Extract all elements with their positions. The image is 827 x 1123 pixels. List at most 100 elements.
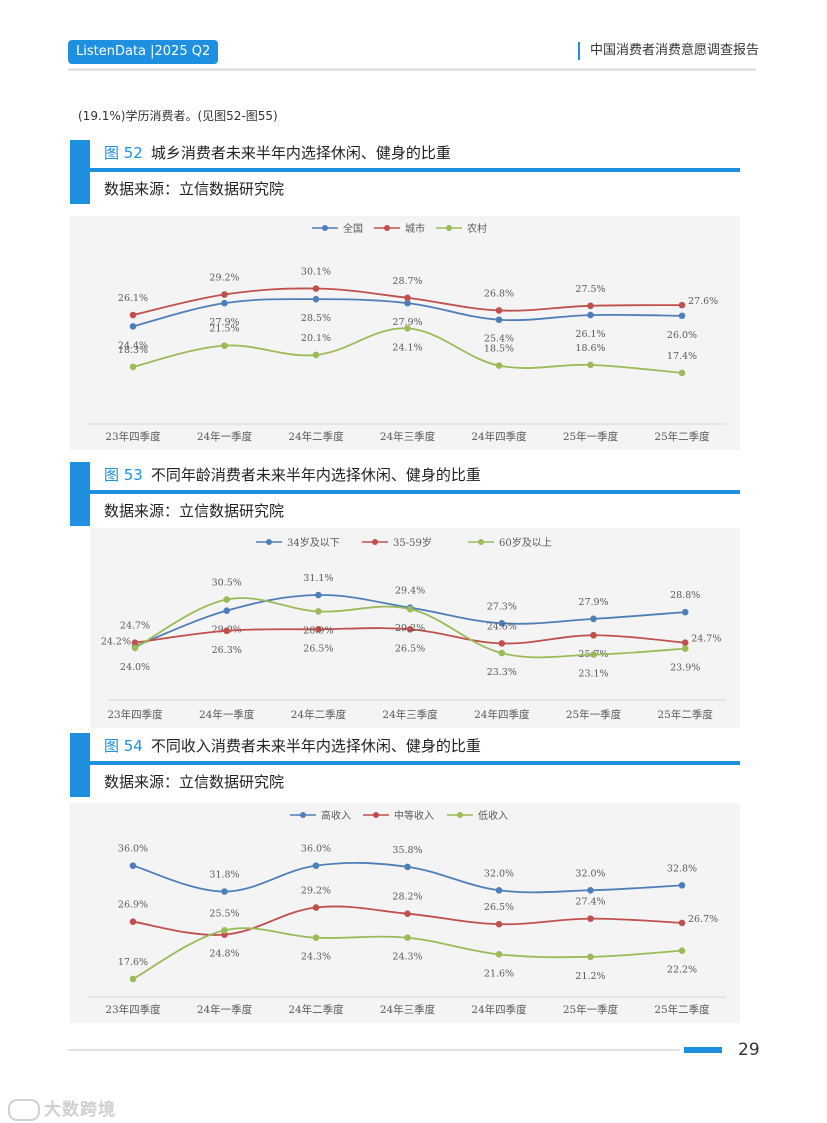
data-point (404, 910, 411, 917)
x-tick-label: 25年一季度 (566, 708, 622, 721)
data-label: 24.3% (301, 952, 331, 963)
x-axis-ticks: 23年四季度 24年一季度 24年二季度 24年三季度 24年四季度 25年一季度 25年二… (107, 708, 713, 721)
data-point (404, 294, 411, 302)
x-tick-label: 25年二季度 (654, 430, 710, 443)
footer-divider (68, 1049, 680, 1051)
x-tick-label: 25年二季度 (654, 1003, 710, 1016)
legend-marker (373, 812, 379, 818)
data-point (406, 605, 414, 613)
legend-item-1: 高收入 (290, 809, 351, 822)
data-label: 21.6% (484, 968, 514, 979)
x-tick-label: 23年四季度 (105, 430, 161, 443)
data-label: 24.7% (120, 621, 150, 632)
brand-badge: ListenData |2025 Q2 (68, 40, 219, 64)
data-label: 17.4% (667, 351, 697, 362)
legend-item-3: 农村 (436, 222, 487, 235)
data-label: 27.9% (578, 597, 608, 608)
data-point (681, 639, 689, 646)
data-point (129, 311, 137, 319)
x-axis-ticks: 23年四季度 24年一季度 24年二季度 24年三季度 24年四季度 25年一季度 25年二… (105, 430, 710, 443)
data-label: 30.1% (301, 267, 331, 278)
data-point (221, 291, 228, 298)
data-point (590, 651, 597, 658)
data-point (404, 299, 411, 307)
data-point (495, 362, 503, 369)
legend-marker (446, 225, 452, 231)
x-tick-label: 24年二季度 (291, 708, 347, 721)
series-3: 18.3% 21.5% 20.1% 24.1% 18.5% 18.6% 17.4% (118, 324, 697, 377)
data-label: 24.2% (101, 636, 131, 647)
data-point (221, 342, 228, 349)
data-point (495, 316, 503, 324)
legend-label: 中等收入 (394, 809, 434, 822)
figure-number: 图 52 (104, 144, 143, 162)
series-2: 26.9% 24.8% 29.2% 28.2% 26.5% 27.4% 26.7% (118, 886, 718, 960)
data-label: 26.5% (395, 643, 425, 654)
data-label: 27.4% (575, 897, 605, 908)
chart-54-svg: 高收入 中等收入 低收入 23年四季度 24年一季度 24年二季度 24年三季度 24年四季度… (88, 809, 726, 1016)
header-divider (68, 68, 756, 71)
chart-legend: 高收入 中等收入 低收入 (290, 809, 508, 822)
legend-label: 城市 (405, 222, 425, 235)
report-title: 中国消费者消费意愿调查报告 (577, 42, 759, 60)
data-point (404, 934, 411, 942)
data-point (129, 862, 137, 869)
legend-marker (478, 539, 484, 545)
data-label: 26.5% (303, 643, 333, 654)
x-tick-label: 25年一季度 (563, 430, 619, 443)
data-label: 21.5% (209, 324, 239, 335)
data-point (587, 361, 594, 369)
data-point (312, 285, 320, 292)
figure-number: 图 54 (104, 737, 143, 755)
data-label: 24.0% (120, 662, 150, 673)
data-point (678, 947, 686, 954)
data-label: 23.9% (670, 663, 700, 674)
data-label: 25.4% (484, 334, 514, 345)
series-2: 24.7%26.3%26.5%26.5%24.6%25.7%24.7% (120, 621, 721, 661)
x-tick-label: 24年四季度 (471, 1003, 527, 1016)
legend-marker (384, 225, 390, 231)
figure-source: 数据来源：立信数据研究院 (104, 180, 285, 198)
data-label: 26.7% (688, 914, 718, 925)
data-point (587, 953, 594, 961)
legend-label: 60岁及以上 (499, 536, 552, 549)
data-point (495, 886, 503, 894)
data-label: 27.9% (209, 317, 239, 328)
figure-rule (90, 490, 740, 494)
x-tick-label: 24年二季度 (288, 1003, 344, 1016)
series-3: 24.0% 30.5% 28.9% 29.2% 23.3% 23.1% 23.9% (120, 578, 700, 680)
intro-text: (19.1%)学历消费者。(见图52-图55) (78, 109, 278, 123)
data-label: 26.8% (484, 288, 514, 299)
data-point (129, 975, 137, 983)
legend-marker (300, 812, 306, 818)
x-tick-label: 24年三季度 (382, 708, 438, 721)
figure-accent-bar (70, 462, 90, 526)
chart-52: 全国 城市 农村 23年四季度 24年一季度 24年二季度 24年三季度 24年四季度 25年一… (70, 216, 740, 450)
data-point (129, 363, 137, 371)
data-label: 28.8% (670, 590, 700, 601)
x-tick-label: 23年四季度 (105, 1003, 161, 1016)
data-label: 28.2% (392, 892, 422, 903)
data-point (678, 301, 686, 309)
data-point (678, 369, 686, 377)
legend-item-1: 全国 (312, 222, 363, 235)
data-label: 29.2% (395, 623, 425, 634)
watermark-text: 大数跨境 (44, 1100, 116, 1120)
legend-marker (457, 812, 463, 818)
data-point (404, 863, 411, 871)
data-point (131, 644, 139, 652)
x-tick-label: 24年四季度 (474, 708, 530, 721)
data-point (129, 323, 137, 330)
figure-title-text: 不同年龄消费者未来半年内选择休闲、健身的比重 (150, 466, 481, 484)
data-point (129, 918, 137, 925)
x-tick-label: 24年三季度 (380, 430, 436, 443)
data-point (312, 295, 320, 303)
data-point (587, 302, 594, 310)
data-label: 17.6% (118, 957, 148, 968)
figure-title: 图 54 不同收入消费者未来半年内选择休闲、健身的比重 (104, 735, 481, 756)
legend-item-3: 60岁及以上 (468, 536, 552, 549)
data-label: 18.5% (484, 344, 514, 355)
data-point (590, 631, 597, 639)
data-label: 20.1% (301, 333, 331, 344)
data-label: 27.9% (392, 317, 422, 328)
